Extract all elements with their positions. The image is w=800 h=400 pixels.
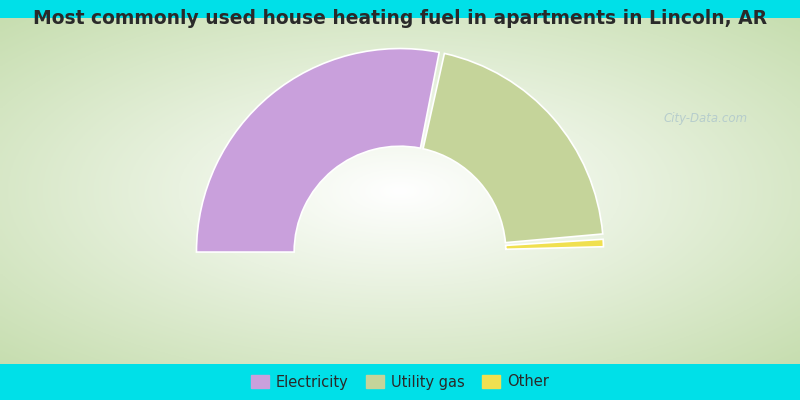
Text: City-Data.com: City-Data.com [664, 112, 748, 125]
Legend: Electricity, Utility gas, Other: Electricity, Utility gas, Other [246, 370, 554, 394]
Wedge shape [506, 239, 603, 249]
Wedge shape [423, 54, 602, 243]
Text: Most commonly used house heating fuel in apartments in Lincoln, AR: Most commonly used house heating fuel in… [33, 8, 767, 28]
Wedge shape [197, 48, 439, 252]
